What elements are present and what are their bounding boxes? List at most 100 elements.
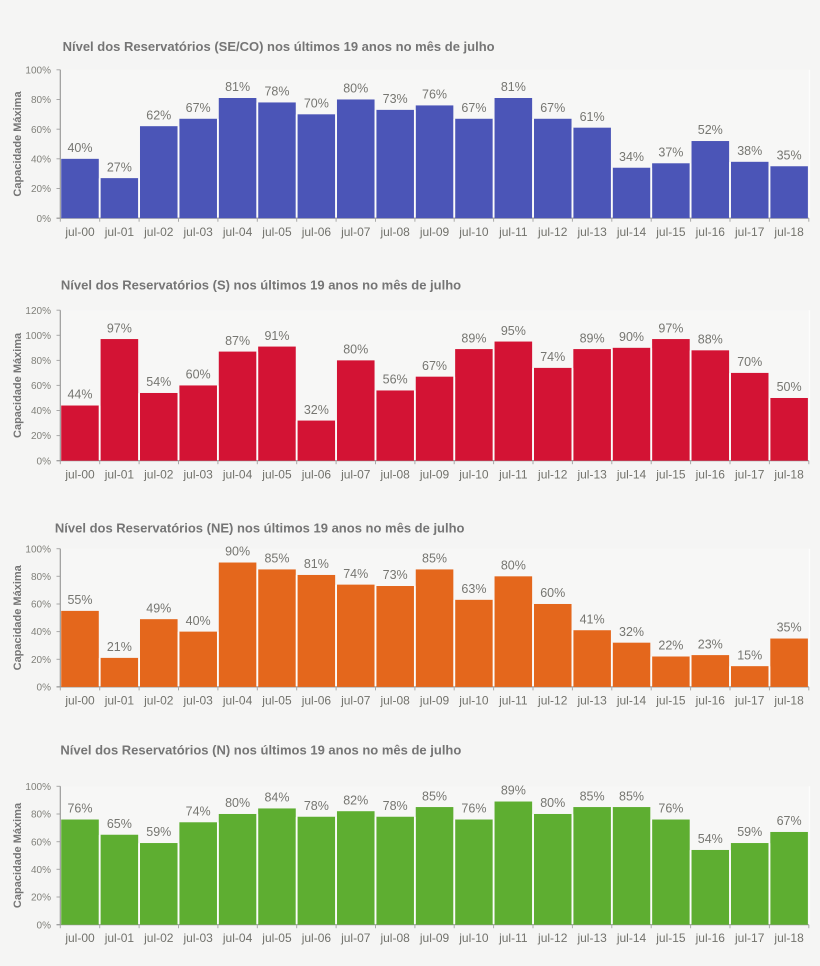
svg-text:100%: 100% bbox=[25, 544, 51, 555]
svg-text:jul-09: jul-09 bbox=[419, 693, 450, 707]
svg-text:jul-04: jul-04 bbox=[222, 468, 253, 482]
svg-text:54%: 54% bbox=[146, 375, 171, 389]
svg-text:jul-08: jul-08 bbox=[379, 225, 410, 239]
svg-text:54%: 54% bbox=[698, 832, 723, 846]
svg-text:50%: 50% bbox=[777, 380, 802, 394]
svg-text:81%: 81% bbox=[304, 557, 329, 571]
svg-text:jul-01: jul-01 bbox=[104, 693, 135, 707]
svg-text:60%: 60% bbox=[540, 586, 565, 600]
svg-text:80%: 80% bbox=[343, 82, 368, 96]
svg-text:Nível dos Reservatórios (S) no: Nível dos Reservatórios (S) nos últimos … bbox=[61, 278, 461, 293]
svg-text:jul-18: jul-18 bbox=[773, 468, 804, 482]
svg-text:35%: 35% bbox=[777, 148, 802, 162]
svg-text:40%: 40% bbox=[186, 614, 211, 628]
svg-text:74%: 74% bbox=[186, 804, 211, 818]
svg-text:67%: 67% bbox=[422, 359, 447, 373]
svg-text:jul-00: jul-00 bbox=[64, 693, 95, 707]
svg-text:jul-13: jul-13 bbox=[576, 693, 607, 707]
svg-text:jul-14: jul-14 bbox=[616, 931, 647, 945]
svg-text:76%: 76% bbox=[658, 802, 683, 816]
svg-text:100%: 100% bbox=[25, 331, 51, 342]
svg-text:jul-05: jul-05 bbox=[261, 468, 292, 482]
svg-text:jul-10: jul-10 bbox=[458, 931, 489, 945]
svg-text:80%: 80% bbox=[31, 810, 51, 821]
svg-text:82%: 82% bbox=[343, 793, 368, 807]
svg-text:jul-18: jul-18 bbox=[773, 931, 804, 945]
svg-text:120%: 120% bbox=[25, 306, 51, 317]
svg-text:80%: 80% bbox=[31, 572, 51, 583]
svg-text:jul-01: jul-01 bbox=[104, 468, 135, 482]
svg-text:81%: 81% bbox=[501, 80, 526, 94]
svg-text:jul-17: jul-17 bbox=[734, 468, 765, 482]
svg-text:91%: 91% bbox=[264, 329, 289, 343]
svg-text:jul-11: jul-11 bbox=[498, 931, 528, 945]
svg-text:87%: 87% bbox=[225, 334, 250, 348]
svg-text:jul-01: jul-01 bbox=[104, 931, 135, 945]
svg-text:100%: 100% bbox=[25, 782, 51, 793]
svg-text:52%: 52% bbox=[698, 123, 723, 137]
svg-text:jul-03: jul-03 bbox=[183, 468, 214, 482]
svg-text:90%: 90% bbox=[619, 330, 644, 344]
svg-text:97%: 97% bbox=[107, 321, 132, 335]
svg-text:jul-06: jul-06 bbox=[301, 931, 332, 945]
svg-text:jul-18: jul-18 bbox=[773, 693, 804, 707]
svg-text:jul-10: jul-10 bbox=[458, 468, 489, 482]
svg-text:49%: 49% bbox=[146, 601, 171, 615]
svg-text:Nível dos Reservatórios (N) no: Nível dos Reservatórios (N) nos últimos … bbox=[60, 743, 461, 758]
svg-text:21%: 21% bbox=[107, 640, 132, 654]
svg-text:Capacidade Máxima: Capacidade Máxima bbox=[12, 564, 24, 670]
svg-text:jul-03: jul-03 bbox=[183, 931, 214, 945]
svg-text:70%: 70% bbox=[304, 97, 329, 111]
svg-text:61%: 61% bbox=[580, 110, 605, 124]
svg-text:20%: 20% bbox=[31, 184, 51, 195]
svg-text:35%: 35% bbox=[777, 621, 802, 635]
svg-text:jul-04: jul-04 bbox=[222, 693, 253, 707]
svg-text:0%: 0% bbox=[37, 456, 52, 467]
svg-text:74%: 74% bbox=[540, 350, 565, 364]
svg-text:27%: 27% bbox=[107, 160, 132, 174]
svg-text:89%: 89% bbox=[461, 331, 486, 345]
svg-text:jul-07: jul-07 bbox=[340, 693, 371, 707]
svg-text:67%: 67% bbox=[186, 101, 211, 115]
svg-text:jul-01: jul-01 bbox=[104, 225, 135, 239]
svg-text:100%: 100% bbox=[25, 65, 51, 76]
svg-text:0%: 0% bbox=[37, 920, 52, 931]
svg-text:jul-04: jul-04 bbox=[222, 931, 253, 945]
svg-text:jul-14: jul-14 bbox=[616, 225, 647, 239]
svg-text:jul-07: jul-07 bbox=[340, 931, 371, 945]
svg-text:jul-16: jul-16 bbox=[695, 693, 726, 707]
svg-text:jul-13: jul-13 bbox=[576, 225, 607, 239]
svg-text:Nível dos Reservatórios (SE/CO: Nível dos Reservatórios (SE/CO) nos últi… bbox=[63, 39, 495, 54]
svg-text:80%: 80% bbox=[501, 559, 526, 573]
svg-text:jul-08: jul-08 bbox=[379, 693, 410, 707]
svg-text:jul-16: jul-16 bbox=[695, 931, 726, 945]
svg-text:80%: 80% bbox=[31, 356, 51, 367]
svg-text:22%: 22% bbox=[658, 639, 683, 653]
svg-text:jul-15: jul-15 bbox=[655, 225, 686, 239]
svg-text:jul-08: jul-08 bbox=[379, 931, 410, 945]
svg-text:89%: 89% bbox=[580, 331, 605, 345]
svg-text:jul-11: jul-11 bbox=[498, 225, 528, 239]
svg-text:jul-15: jul-15 bbox=[655, 693, 686, 707]
svg-text:jul-07: jul-07 bbox=[340, 468, 371, 482]
svg-text:90%: 90% bbox=[225, 545, 250, 559]
svg-text:80%: 80% bbox=[343, 343, 368, 357]
svg-text:23%: 23% bbox=[698, 637, 723, 651]
svg-text:jul-06: jul-06 bbox=[301, 693, 332, 707]
svg-text:0%: 0% bbox=[37, 683, 52, 694]
svg-text:78%: 78% bbox=[304, 799, 329, 813]
svg-text:jul-09: jul-09 bbox=[419, 931, 450, 945]
svg-text:67%: 67% bbox=[461, 101, 486, 115]
svg-text:73%: 73% bbox=[383, 92, 408, 106]
svg-text:74%: 74% bbox=[343, 567, 368, 581]
svg-text:34%: 34% bbox=[619, 150, 644, 164]
svg-text:jul-00: jul-00 bbox=[64, 931, 95, 945]
svg-text:jul-17: jul-17 bbox=[734, 225, 765, 239]
svg-text:60%: 60% bbox=[186, 368, 211, 382]
svg-text:jul-09: jul-09 bbox=[419, 468, 450, 482]
svg-text:84%: 84% bbox=[264, 791, 289, 805]
svg-text:78%: 78% bbox=[383, 799, 408, 813]
svg-text:80%: 80% bbox=[31, 95, 51, 106]
svg-text:59%: 59% bbox=[146, 825, 171, 839]
svg-text:jul-12: jul-12 bbox=[537, 693, 568, 707]
